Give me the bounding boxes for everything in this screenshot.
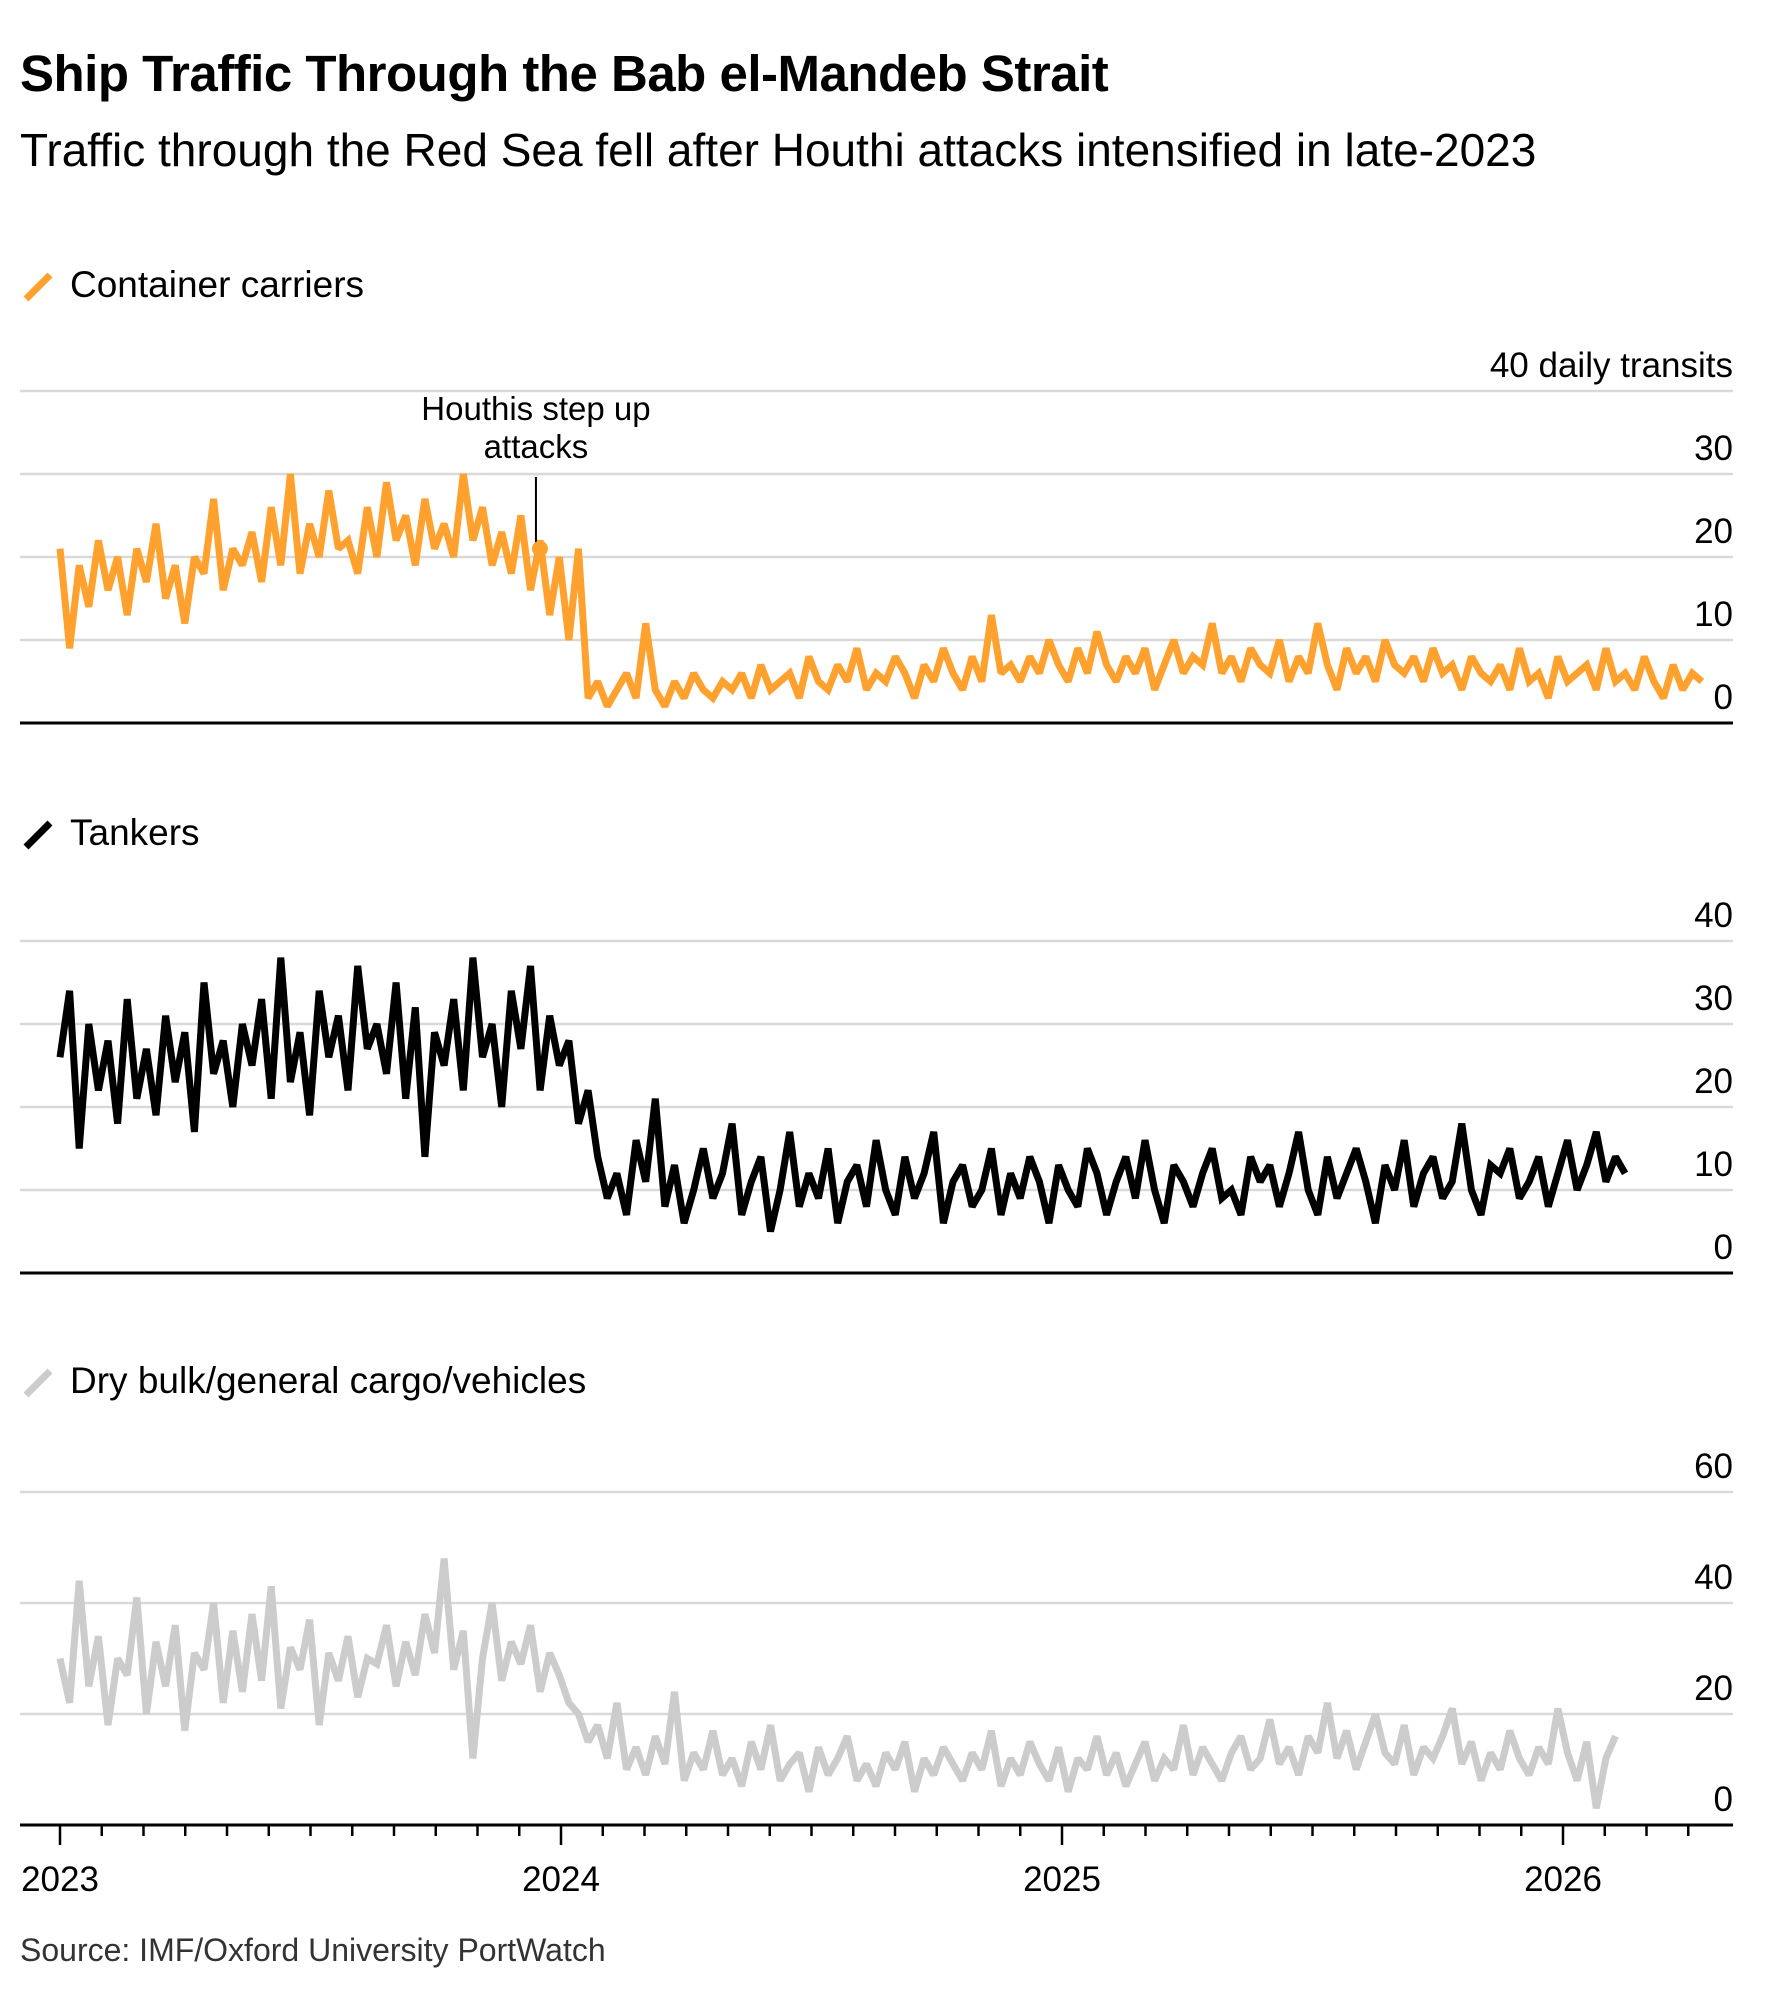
y-tick-label: 0 (1714, 1780, 1733, 1819)
series-line-1 (56, 957, 1629, 1233)
annotation-dot (531, 540, 548, 557)
legend-tankers: Tankers (20, 812, 200, 854)
y-tick-label: 40 (1694, 896, 1733, 935)
source-note: Source: IMF/Oxford University PortWatch (20, 1932, 606, 1968)
annotation-text: Houthis step up (421, 390, 650, 427)
y-tick-label: 10 (1694, 595, 1733, 634)
series-line-2 (56, 1558, 1619, 1809)
y-tick-label: 30 (1694, 979, 1733, 1018)
legend-container-carriers: Container carriers (20, 264, 364, 306)
y-tick-label: 60 (1694, 1447, 1733, 1486)
x-tick-label: 2023 (21, 1860, 99, 1899)
y-tick-label: 0 (1714, 1228, 1733, 1267)
legend-label-drybulk: Dry bulk/general cargo/vehicles (70, 1360, 587, 1401)
y-tick-label: 40 daily transits (1490, 346, 1733, 385)
legend-label-tankers: Tankers (70, 812, 200, 853)
y-tick-label: 20 (1694, 512, 1733, 551)
y-tick-label: 20 (1694, 1669, 1733, 1708)
x-tick-label: 2024 (522, 1860, 600, 1899)
legend-label-container: Container carriers (70, 264, 365, 305)
annotation-text: attacks (484, 428, 589, 465)
series-line-0 (56, 473, 1705, 709)
x-tick-label: 2025 (1023, 1860, 1101, 1899)
orange-line-swatch-icon (23, 272, 53, 302)
gray-line-swatch-icon (23, 1368, 53, 1398)
y-tick-label: 0 (1714, 678, 1733, 717)
chart-title: Ship Traffic Through the Bab el-Mandeb S… (20, 45, 1109, 102)
y-tick-label: 40 (1694, 1558, 1733, 1597)
legend-drybulk: Dry bulk/general cargo/vehicles (20, 1360, 586, 1402)
chart-subtitle: Traffic through the Red Sea fell after H… (20, 124, 1537, 176)
y-tick-label: 20 (1694, 1062, 1733, 1101)
black-line-swatch-icon (23, 820, 53, 850)
y-tick-label: 30 (1694, 429, 1733, 468)
x-tick-label: 2026 (1524, 1860, 1602, 1899)
y-tick-label: 10 (1694, 1145, 1733, 1184)
